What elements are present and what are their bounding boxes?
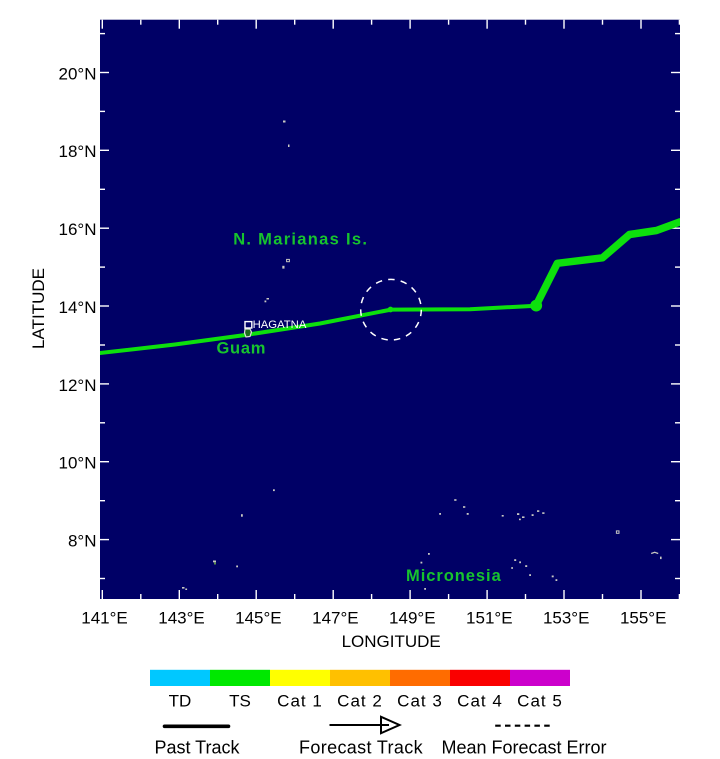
svg-text:Forecast Track: Forecast Track [299,737,424,757]
svg-text:Guam: Guam [217,340,267,358]
svg-text:8°N: 8°N [68,532,97,551]
svg-text:141°E: 141°E [81,609,128,628]
svg-text:143°E: 143°E [158,609,205,628]
svg-text:HAGATNA: HAGATNA [253,319,307,331]
svg-text:18°N: 18°N [59,142,97,161]
svg-text:Cat 5: Cat 5 [517,692,563,711]
svg-text:TS: TS [229,692,251,711]
svg-text:N. Marianas Is.: N. Marianas Is. [233,230,368,248]
svg-text:Mean Forecast Error: Mean Forecast Error [441,737,606,757]
svg-text:Cat 1: Cat 1 [277,692,323,711]
svg-text:Cat 3: Cat 3 [397,692,443,711]
svg-text:16°N: 16°N [59,220,97,239]
svg-text:LONGITUDE: LONGITUDE [342,632,441,651]
svg-text:Past Track: Past Track [154,737,240,757]
svg-text:145°E: 145°E [235,609,282,628]
svg-text:151°E: 151°E [466,609,513,628]
svg-text:155°E: 155°E [620,609,667,628]
svg-text:12°N: 12°N [59,376,97,395]
svg-text:LATITUDE: LATITUDE [29,268,48,349]
svg-text:20°N: 20°N [59,64,97,83]
svg-text:14°N: 14°N [59,298,97,317]
svg-text:147°E: 147°E [312,609,359,628]
svg-text:Micronesia: Micronesia [406,567,502,585]
svg-text:TD: TD [169,692,192,711]
svg-text:153°E: 153°E [543,609,590,628]
svg-text:10°N: 10°N [59,454,97,473]
svg-text:Cat 2: Cat 2 [337,692,383,711]
svg-text:Cat 4: Cat 4 [457,692,503,711]
svg-text:149°E: 149°E [389,609,436,628]
